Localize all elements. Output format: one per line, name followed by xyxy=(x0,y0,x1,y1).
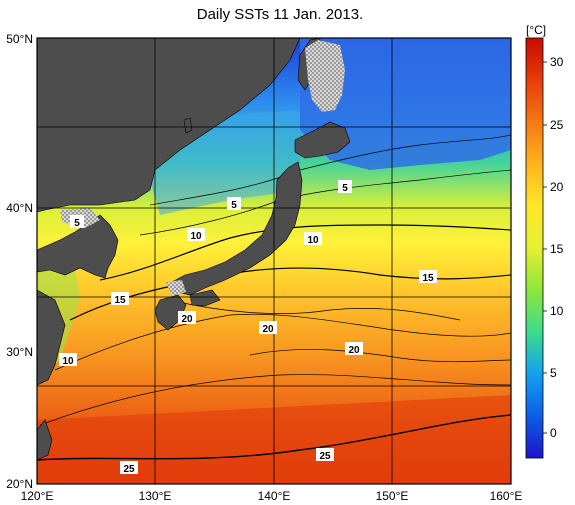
colorbar-tick: 25 xyxy=(550,118,564,132)
latitude-axis: 50°N 40°N 30°N 20°N xyxy=(6,32,33,491)
small-island xyxy=(183,117,193,134)
contour-label: 10 xyxy=(62,356,74,367)
colorbar-tick: 5 xyxy=(550,366,557,380)
colorbar-tick: 20 xyxy=(550,180,564,194)
longitude-axis: 120°E 130°E 140°E 150°E 160°E xyxy=(21,489,523,503)
contour-label: 5 xyxy=(231,200,237,211)
lat-tick-label: 30°N xyxy=(6,345,33,359)
contour-label: 15 xyxy=(114,295,126,306)
lat-tick-label: 20°N xyxy=(6,477,33,491)
honshu xyxy=(171,161,303,296)
china-coast xyxy=(36,289,66,386)
land-masses xyxy=(36,37,351,461)
lat-tick-label: 50°N xyxy=(6,32,33,46)
colorbar-tick: 30 xyxy=(550,55,564,69)
map-frame xyxy=(36,37,512,485)
contour-labels: 5 5 5 10 10 15 15 20 20 20 10 25 25 xyxy=(59,180,437,475)
colorbar-tick: 15 xyxy=(550,242,564,256)
contour-label: 25 xyxy=(319,451,331,462)
graticule xyxy=(37,38,511,484)
lon-tick-label: 120°E xyxy=(21,489,54,503)
lon-tick-label: 160°E xyxy=(490,489,523,503)
lon-tick-label: 140°E xyxy=(258,489,291,503)
contour-label: 25 xyxy=(123,464,135,475)
contour-label: 20 xyxy=(348,345,360,356)
contour-label: 5 xyxy=(74,218,80,229)
ice-okhotsk xyxy=(305,40,345,112)
colorbar: [°C] 30 25 20 15 10 5 0 xyxy=(525,23,564,459)
contour-label: 5 xyxy=(342,183,348,194)
contour-lines xyxy=(37,134,511,461)
lat-tick-label: 40°N xyxy=(6,201,33,215)
contour-label: 15 xyxy=(422,273,434,284)
colorbar-scale xyxy=(525,37,544,459)
contour-label: 10 xyxy=(190,231,202,242)
colorbar-unit: [°C] xyxy=(526,23,546,37)
hokkaido xyxy=(294,121,351,159)
map-title: Daily SSTs 11 Jan. 2013. xyxy=(196,6,364,23)
ice-seto xyxy=(166,280,186,296)
contour-label: 20 xyxy=(181,314,193,325)
lon-tick-label: 130°E xyxy=(139,489,172,503)
lon-tick-label: 150°E xyxy=(376,489,409,503)
colorbar-tick: 10 xyxy=(550,304,564,318)
contour-label: 10 xyxy=(307,235,319,246)
contour-label: 20 xyxy=(262,324,274,335)
shikoku xyxy=(189,289,221,307)
cold-water-patch xyxy=(300,38,511,170)
colorbar-tick: 0 xyxy=(550,426,557,440)
